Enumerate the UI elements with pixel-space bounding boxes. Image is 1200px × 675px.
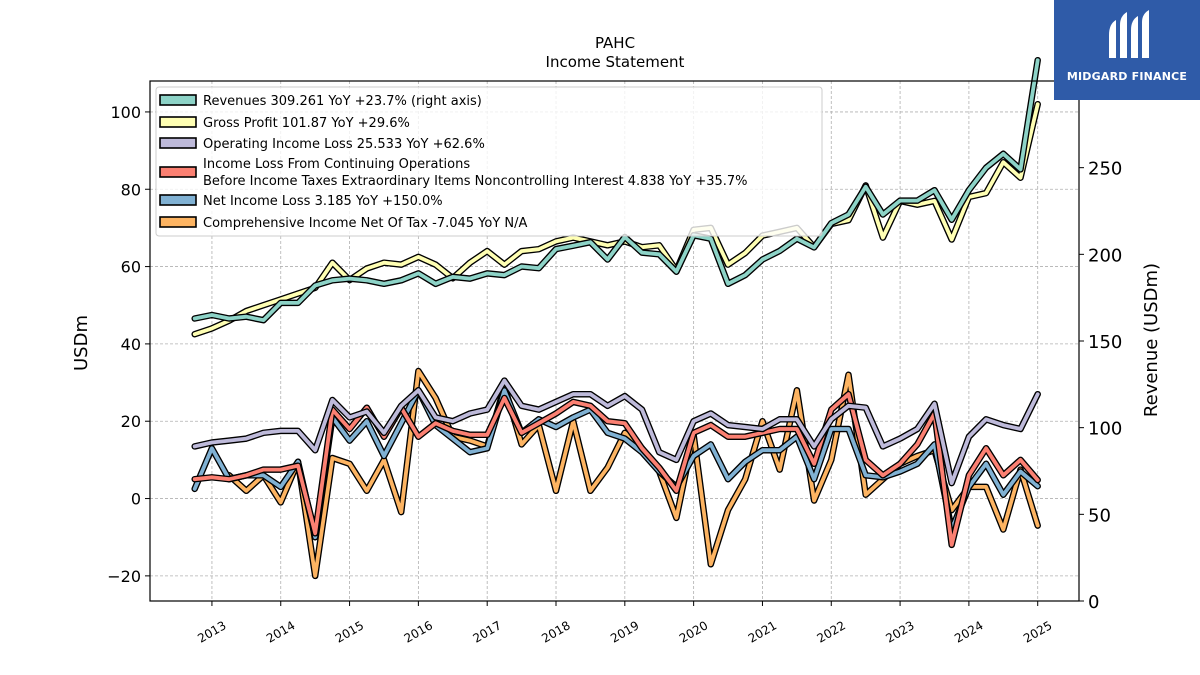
x-tick-label: 2022 — [815, 618, 848, 645]
legend-label: Comprehensive Income Net Of Tax -7.045 Y… — [203, 216, 528, 231]
series-lines — [191, 56, 1041, 580]
y-tick-label: 80 — [121, 180, 141, 199]
x-tick-label: 2025 — [1021, 618, 1054, 645]
y2-tick-label: 150 — [1088, 332, 1122, 353]
legend-entry: Revenues 309.261 YoY +23.7% (right axis) — [159, 94, 482, 109]
legend-swatch — [159, 94, 197, 106]
legend-entry: Comprehensive Income Net Of Tax -7.045 Y… — [159, 216, 528, 231]
y2-axis-label: Revenue (USDm) — [1141, 263, 1162, 417]
legend-label: Net Income Loss 3.185 YoY +150.0% — [203, 194, 443, 209]
chart-subtitle: Income Statement — [546, 53, 685, 71]
series-line — [191, 387, 1041, 541]
y-axis-label: USDm — [71, 315, 92, 371]
x-tick-label: 2019 — [608, 618, 641, 645]
legend-label: Before Income Taxes Extraordinary Items … — [203, 174, 748, 189]
series-stroke — [192, 392, 1040, 547]
legend-entry: Net Income Loss 3.185 YoY +150.0% — [159, 194, 443, 209]
chart-title: PAHC — [595, 34, 635, 52]
right-axis-ticks: 050100150200250300 — [1079, 72, 1122, 613]
legend: Revenues 309.261 YoY +23.7% (right axis)… — [155, 86, 823, 237]
y2-tick-label: 100 — [1088, 419, 1122, 440]
legend-swatch — [159, 137, 197, 149]
y-tick-label: 40 — [121, 335, 141, 354]
x-tick-label: 2015 — [333, 618, 366, 645]
series-stroke — [192, 378, 1040, 485]
y-tick-label: −20 — [107, 567, 141, 586]
logo-mark-icon — [1109, 10, 1149, 58]
series-outline — [191, 387, 1041, 541]
logo-text: MIDGARD FINANCE — [1066, 70, 1188, 83]
x-tick-label: 2017 — [470, 618, 503, 645]
x-tick-label: 2021 — [746, 618, 779, 645]
x-tick-label: 2013 — [195, 618, 228, 645]
y-tick-label: 0 — [131, 490, 141, 509]
legend-box — [155, 86, 823, 237]
legend-label: Operating Income Loss 25.533 YoY +62.6% — [203, 137, 485, 152]
series-stroke — [192, 58, 1040, 323]
legend-swatch — [159, 216, 197, 228]
legend-label: Income Loss From Continuing Operations — [203, 157, 470, 172]
legend-entry: Income Loss From Continuing Operations Be… — [159, 157, 748, 189]
x-tick-label: 2016 — [402, 618, 435, 645]
legend-entry: Gross Profit 101.87 YoY +29.6% — [159, 116, 410, 131]
series-line — [191, 56, 1041, 324]
series-stroke — [192, 388, 1040, 540]
y2-tick-label: 50 — [1088, 505, 1111, 526]
x-tick-label: 2018 — [539, 618, 572, 645]
y-tick-label: 20 — [121, 412, 141, 431]
series-line — [191, 390, 1041, 549]
series-line — [191, 377, 1041, 487]
y2-tick-label: 0 — [1088, 592, 1099, 613]
y2-tick-label: 250 — [1088, 159, 1122, 180]
legend-swatch — [159, 166, 197, 178]
y2-tick-label: 200 — [1088, 245, 1122, 266]
legend-label: Gross Profit 101.87 YoY +29.6% — [203, 116, 410, 131]
left-axis-ticks: −20 0 20 40 60 80 100 — [107, 103, 150, 586]
y-tick-label: 100 — [110, 103, 141, 122]
legend-label: Revenues 309.261 YoY +23.7% (right axis) — [203, 94, 482, 109]
x-tick-label: 2023 — [883, 618, 916, 645]
x-axis-ticks: 2013 2014 2015 2016 2017 2018 2019 2020 2021 2022… — [195, 601, 1054, 646]
legend-swatch — [159, 116, 197, 128]
x-tick-label: 2020 — [677, 618, 710, 645]
legend-entry: Operating Income Loss 25.533 YoY +62.6% — [159, 137, 485, 152]
x-tick-label: 2014 — [264, 618, 297, 645]
midgard-finance-logo: MIDGARD FINANCE — [1054, 0, 1200, 100]
x-tick-label: 2024 — [952, 618, 985, 645]
legend-swatch — [159, 194, 197, 206]
y-tick-label: 60 — [121, 258, 141, 277]
